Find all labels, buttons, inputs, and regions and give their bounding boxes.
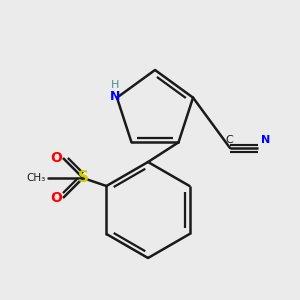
Text: H: H [111, 80, 119, 90]
Text: N: N [110, 90, 120, 103]
Text: CH₃: CH₃ [27, 173, 46, 183]
Text: O: O [50, 151, 62, 165]
Text: N: N [261, 135, 271, 145]
Text: C: C [225, 135, 233, 145]
Text: O: O [50, 191, 62, 205]
Text: S: S [77, 170, 88, 185]
